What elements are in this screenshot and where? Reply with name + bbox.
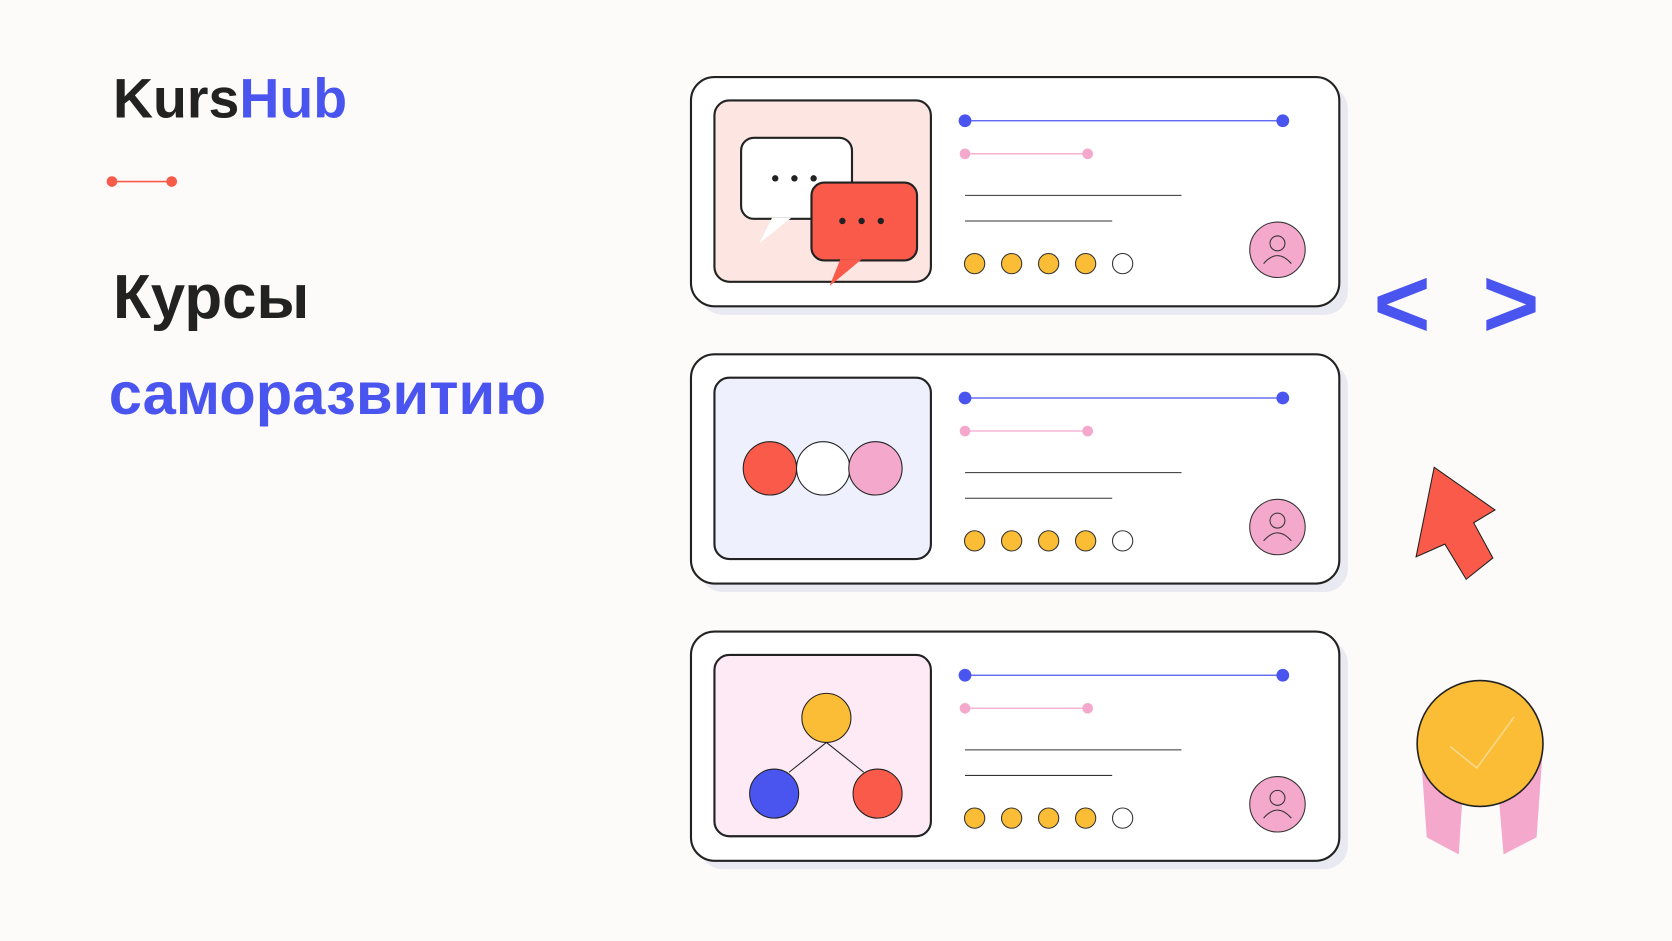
medal-icon <box>1416 679 1544 855</box>
rating-dot <box>1111 807 1134 829</box>
avatar-head <box>1269 512 1286 529</box>
avatar <box>1249 498 1306 556</box>
subtitle-dot <box>959 702 971 714</box>
course-card <box>689 353 1348 593</box>
circles-illustration <box>742 441 903 496</box>
rating-dot <box>1000 530 1023 552</box>
code-symbol: > <box>1482 248 1539 358</box>
rating-dot <box>963 530 986 552</box>
title-dot <box>1276 391 1290 405</box>
headline: Курсы <box>113 263 309 332</box>
avatar-body <box>1263 255 1292 264</box>
tree-illustration <box>749 692 903 819</box>
avatar-body <box>1263 809 1292 819</box>
avatar-body <box>1263 532 1292 542</box>
title-dot <box>958 668 972 682</box>
headline-accent: саморазвитию <box>109 360 546 427</box>
title-dot <box>958 391 972 405</box>
subtitle-dot <box>959 425 971 437</box>
course-card <box>689 630 1348 870</box>
rating-dot <box>1037 252 1060 275</box>
subtitle-dot <box>1082 148 1093 160</box>
brand-part: Hub <box>239 68 347 130</box>
avatar-head <box>1269 789 1286 806</box>
title-dot <box>958 114 972 128</box>
title-dot <box>1276 668 1290 682</box>
rating-dot <box>1074 252 1097 275</box>
avatar <box>1249 776 1306 833</box>
subtitle-dot <box>1082 425 1093 437</box>
rating-dot <box>1111 252 1134 275</box>
title-dot <box>1276 114 1290 128</box>
rating-dot <box>1000 807 1023 829</box>
brand-logo: KursHub <box>113 68 347 130</box>
subtitle-dot <box>1082 702 1093 714</box>
cursor-icon <box>1415 466 1496 581</box>
rating-dot <box>1111 530 1134 552</box>
rating-dot <box>1000 252 1023 275</box>
subtitle-dot <box>959 148 971 160</box>
code-symbol: < <box>1373 248 1430 358</box>
rating-dot <box>1037 530 1060 552</box>
chat-illustration <box>740 136 919 287</box>
decor-line <box>106 176 178 187</box>
avatar <box>1249 221 1306 279</box>
rating-dot <box>963 807 986 829</box>
rating-dot <box>1074 530 1097 552</box>
avatar-head <box>1269 235 1286 252</box>
rating-dot <box>963 252 986 275</box>
brand-part: Kurs <box>113 68 239 130</box>
rating-dot <box>1074 807 1097 829</box>
rating-dot <box>1037 807 1060 829</box>
